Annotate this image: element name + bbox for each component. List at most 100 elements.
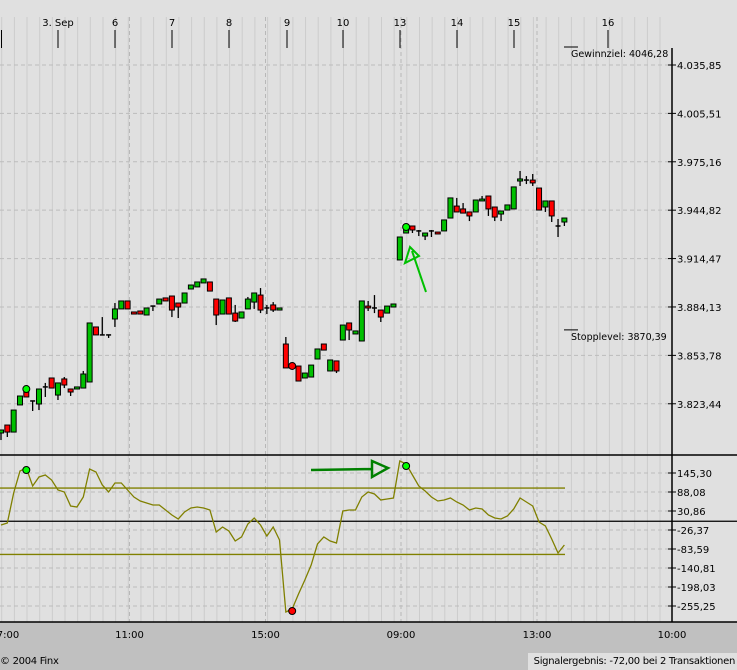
- candle: [219, 299, 226, 315]
- candle: [244, 296, 251, 310]
- candle: [352, 330, 359, 335]
- candle-body: [295, 365, 302, 382]
- candle: [118, 300, 125, 310]
- candle-body: [529, 179, 536, 184]
- candle-body: [130, 311, 137, 315]
- up-arrow-annotation: [403, 245, 427, 293]
- candle-body: [16, 395, 23, 406]
- candle-body: [232, 312, 239, 322]
- candle: [206, 281, 213, 292]
- candle: [232, 304, 239, 323]
- candle-body: [213, 298, 220, 316]
- candle: [111, 303, 118, 327]
- candle: [187, 284, 194, 290]
- candle-body: [175, 302, 182, 308]
- day-label: 13: [394, 18, 407, 29]
- candle-body: [194, 281, 201, 288]
- candle-body: [301, 372, 308, 379]
- candle-body: [35, 388, 42, 405]
- indicator-line: [0, 460, 565, 613]
- candle: [358, 300, 365, 342]
- indicator-tick-label: 88,08: [677, 488, 706, 499]
- candle-body: [491, 206, 498, 218]
- signal-result-status: Signalergebnis: -72,00 bei 2 Transaktion…: [528, 653, 737, 670]
- candle: [460, 203, 467, 214]
- candle: [156, 298, 163, 305]
- candle: [10, 409, 17, 433]
- stop-level-label: Stopplevel: 3870,39: [571, 332, 667, 343]
- candle: [99, 317, 105, 336]
- indicator-signal-marker-buy: [22, 465, 31, 474]
- indicator-tick-label: 30,86: [677, 507, 706, 518]
- candle: [282, 337, 289, 369]
- candle-body: [168, 295, 175, 311]
- candle-body: [536, 187, 543, 211]
- candle-body: [479, 198, 486, 202]
- candle: [264, 304, 270, 315]
- candle: [213, 298, 220, 326]
- candle: [434, 231, 441, 235]
- price-tick-label: 3.823,44: [677, 400, 722, 411]
- indicator-tick-label: -140,81: [677, 564, 716, 575]
- candle: [168, 295, 175, 318]
- candle-body: [510, 186, 517, 210]
- candle-body: [352, 330, 359, 335]
- day-label: 6: [112, 18, 118, 29]
- candle-body: [219, 299, 226, 315]
- candle-body: [143, 307, 150, 316]
- candle: [0, 429, 4, 441]
- day-label: 7: [169, 18, 175, 29]
- candle: [137, 310, 144, 315]
- candle-body: [314, 348, 321, 360]
- candle: [384, 305, 391, 314]
- candle: [200, 278, 207, 284]
- time-tick-label: 09:00: [387, 630, 416, 641]
- candle-body: [244, 298, 251, 310]
- candle: [257, 288, 264, 314]
- candle-body: [181, 292, 188, 304]
- price-tick-label: 3.975,16: [677, 158, 722, 169]
- candle-body: [498, 210, 505, 215]
- candle: [162, 297, 169, 302]
- candle-body: [504, 204, 511, 211]
- signal-marker-buy: [22, 385, 31, 394]
- candle: [536, 187, 543, 211]
- candle-body: [453, 205, 460, 213]
- candle-body: [282, 343, 289, 369]
- candle: [441, 219, 448, 232]
- candle: [270, 302, 277, 312]
- candle-body: [206, 281, 213, 292]
- candle-body: [561, 217, 568, 223]
- candle-body: [54, 382, 61, 396]
- candle: [150, 305, 156, 312]
- candle: [555, 218, 561, 238]
- right-arrow-annotation: [310, 459, 391, 480]
- candle-body: [251, 292, 258, 303]
- day-label: 16: [602, 18, 615, 29]
- candle-body: [447, 197, 454, 219]
- copyright-text: © 2004 Finx: [0, 656, 59, 667]
- candle: [472, 199, 479, 213]
- candle-body: [396, 236, 403, 261]
- candle-body: [339, 324, 346, 341]
- candle: [4, 424, 11, 438]
- candle: [466, 211, 473, 222]
- candle-body: [156, 298, 163, 305]
- price-tick-label: 3.884,13: [677, 303, 722, 314]
- candle: [561, 217, 568, 226]
- candle-body: [466, 211, 473, 217]
- candle-body: [377, 309, 384, 318]
- candle-body: [86, 322, 93, 383]
- time-tick-label: 13:00: [523, 630, 552, 641]
- candle-body: [137, 310, 144, 315]
- candle: [346, 322, 353, 341]
- candle-body: [111, 308, 118, 320]
- candle-body: [276, 307, 283, 311]
- candle-body: [327, 359, 334, 372]
- price-tick-label: 3.853,78: [677, 351, 722, 362]
- candle-body: [187, 284, 194, 290]
- candle: [181, 292, 188, 304]
- candle-body: [485, 195, 492, 210]
- candle: [80, 370, 87, 389]
- target-level-label: Gewinnziel: 4046,28: [571, 49, 668, 60]
